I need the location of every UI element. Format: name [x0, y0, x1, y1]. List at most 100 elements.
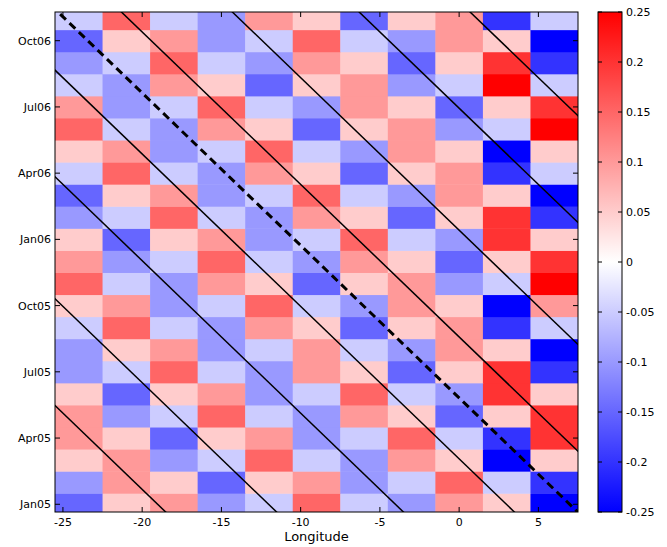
y-tick — [55, 305, 60, 306]
heatmap-cell — [293, 493, 341, 512]
heatmap-cell — [483, 317, 531, 340]
heatmap-cell — [55, 427, 103, 450]
heatmap-cell — [530, 339, 578, 362]
heatmap-cell — [55, 383, 103, 406]
heatmap-cell — [198, 118, 246, 141]
heatmap-cell — [198, 206, 246, 229]
colorbar-tick — [618, 412, 622, 413]
contour-line — [55, 12, 518, 512]
heatmap-cell — [103, 493, 151, 512]
heatmap-cell — [245, 295, 293, 318]
heatmap-cell — [150, 405, 198, 428]
x-tick — [538, 12, 539, 17]
heatmap-cell — [150, 361, 198, 384]
heatmap-cell — [103, 449, 151, 472]
heatmap-cell — [388, 449, 436, 472]
heatmap-cell — [245, 140, 293, 163]
heatmap-cell — [530, 52, 578, 75]
heatmap-cell — [293, 361, 341, 384]
chart: -25-20-15-10-505Jan05Apr05Jul05Oct05Jan0… — [0, 0, 667, 547]
heatmap-cell — [245, 405, 293, 428]
heatmap-cell — [198, 52, 246, 75]
heatmap-cell — [435, 162, 483, 185]
colorbar-tick-label: -0.25 — [626, 506, 654, 519]
heatmap-cell — [435, 427, 483, 450]
heatmap-cell — [483, 74, 531, 97]
heatmap-cell — [435, 383, 483, 406]
heatmap-cell — [245, 184, 293, 207]
heatmap-cell — [55, 140, 103, 163]
x-tick-label: -5 — [374, 516, 385, 529]
heatmap-cell — [198, 30, 246, 53]
x-tick — [142, 507, 143, 512]
heatmap-cell — [55, 250, 103, 273]
x-tick-label: -10 — [292, 516, 310, 529]
heatmap-cell — [245, 449, 293, 472]
heatmap-cell — [198, 295, 246, 318]
heatmap-cell — [388, 405, 436, 428]
heatmap-cell — [340, 96, 388, 119]
heatmap-cell — [245, 339, 293, 362]
heatmap-cell — [340, 12, 388, 30]
contour-line — [228, 12, 578, 512]
heatmap-cell — [435, 140, 483, 163]
colorbar-tick — [598, 462, 602, 463]
colorbar-tick — [618, 212, 622, 213]
dashed-contour — [55, 12, 578, 512]
heatmap-cell — [530, 493, 578, 512]
y-tick — [573, 239, 578, 240]
heatmap-cell — [483, 184, 531, 207]
heatmap-cell — [55, 493, 103, 512]
x-tick — [459, 507, 460, 512]
heatmap-cell — [55, 96, 103, 119]
heatmap-cell — [103, 228, 151, 251]
y-tick — [55, 504, 60, 505]
heatmap-cell — [103, 383, 151, 406]
heatmap-cell — [103, 140, 151, 163]
y-tick-label: Jan06 — [19, 233, 51, 246]
heatmap-cell — [483, 30, 531, 53]
heatmap-cell — [530, 206, 578, 229]
heatmap-cell — [293, 184, 341, 207]
heatmap-cell — [435, 184, 483, 207]
x-tick — [221, 12, 222, 17]
heatmap-cell — [530, 272, 578, 295]
heatmap-cell — [435, 272, 483, 295]
heatmap-cell — [388, 383, 436, 406]
heatmap-cell — [55, 272, 103, 295]
heatmap-cell — [55, 361, 103, 384]
y-tick-label: Apr05 — [18, 432, 51, 445]
colorbar-tick — [598, 512, 602, 513]
heatmap-cell — [150, 383, 198, 406]
colorbar-tick-label: -0.1 — [626, 356, 647, 369]
y-tick-label: Jan05 — [19, 498, 51, 511]
heatmap-cell — [103, 427, 151, 450]
contour-line — [465, 12, 578, 512]
colorbar-tick-label: 0.25 — [626, 6, 651, 19]
y-tick — [55, 106, 60, 107]
colorbar — [598, 12, 622, 512]
colorbar-tick-label: 0.2 — [626, 56, 644, 69]
heatmap-cell — [388, 96, 436, 119]
heatmap-cell — [340, 361, 388, 384]
colorbar-tick-label: 0.05 — [626, 206, 651, 219]
heatmap-cell — [340, 272, 388, 295]
heatmap-cell — [340, 317, 388, 340]
heatmap-cell — [340, 206, 388, 229]
heatmap-cell — [530, 449, 578, 472]
heatmap-cell — [530, 118, 578, 141]
heatmap-cell — [388, 339, 436, 362]
heatmap-cell — [435, 96, 483, 119]
heatmap-cell — [340, 493, 388, 512]
heatmap-cell — [293, 206, 341, 229]
heatmap-cell — [293, 228, 341, 251]
colorbar-tick — [618, 12, 622, 13]
heatmap-cell — [435, 449, 483, 472]
heatmap-cell — [435, 250, 483, 273]
x-tick — [379, 12, 380, 17]
heatmap-cell — [435, 361, 483, 384]
heatmap-cell — [530, 184, 578, 207]
heatmap-cell — [55, 206, 103, 229]
heatmap-cell — [150, 493, 198, 512]
heatmap-cell — [388, 140, 436, 163]
